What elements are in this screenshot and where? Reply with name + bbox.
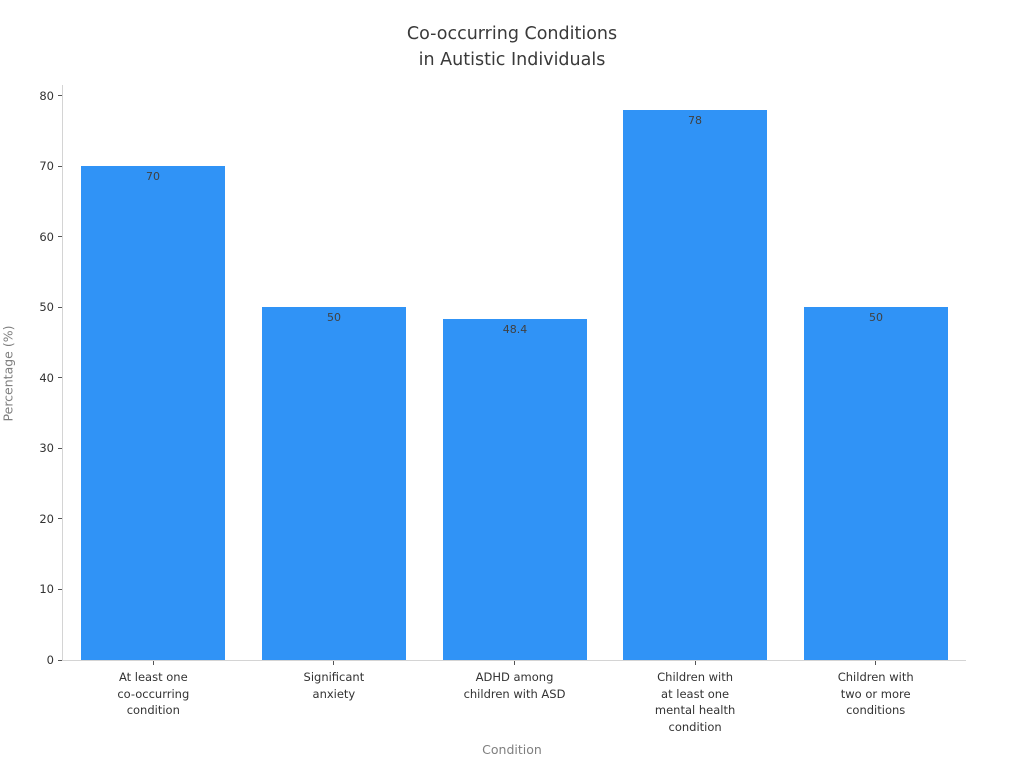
y-tick-label: 10 [39,582,54,597]
bar-value-label: 50 [869,311,883,325]
x-category-label: ADHD among children with ASD [463,670,566,701]
x-category-label: Children with at least one mental health… [654,670,736,734]
x-tick-mark [514,661,515,665]
y-tick-label: 0 [46,653,54,667]
x-category-label: Significant anxiety [303,670,365,701]
y-tick-label: 60 [39,229,54,244]
x-category-label: At least one co-occurring condition [117,670,190,717]
x-tick-mark [333,661,335,665]
y-tick-mark [58,377,62,379]
bar-value-label: 50 [327,311,341,325]
chart-title: Co-occurring Conditions in Autistic Indi… [406,24,618,70]
y-tick-mark [58,447,62,449]
bar: 70 [81,166,225,660]
x-tick-mark [875,661,877,665]
bar: 50 [262,307,406,660]
y-tick-label: 20 [39,511,54,526]
x-tick-mark [694,661,696,665]
bar-value-label: 48.4 [502,322,528,336]
x-tick-mark [152,661,154,665]
bar: 48.4 [443,318,587,660]
y-tick-label: 80 [39,88,54,103]
bar: 78 [623,109,767,660]
bar-value-label: 70 [146,170,160,184]
y-tick-mark [58,518,62,520]
y-tick-label: 30 [39,441,54,456]
x-category-label: Children with two or more conditions [837,670,914,717]
bar: 50 [804,307,948,660]
y-tick-mark [58,236,62,238]
y-tick-mark [58,306,62,308]
x-axis-title: Condition [482,742,542,757]
y-tick-label: 40 [39,370,54,385]
bar-value-label: 78 [688,113,702,127]
y-tick-mark [58,95,62,97]
y-tick-mark [58,659,62,661]
plot-area: 0 10 20 30 40 50 60 70 80 70 50 48.4 78 50 At least … [39,85,966,734]
y-tick-label: 70 [39,159,54,174]
y-tick-label: 50 [39,300,54,315]
y-tick-mark [58,165,62,167]
y-tick-mark [58,588,62,590]
